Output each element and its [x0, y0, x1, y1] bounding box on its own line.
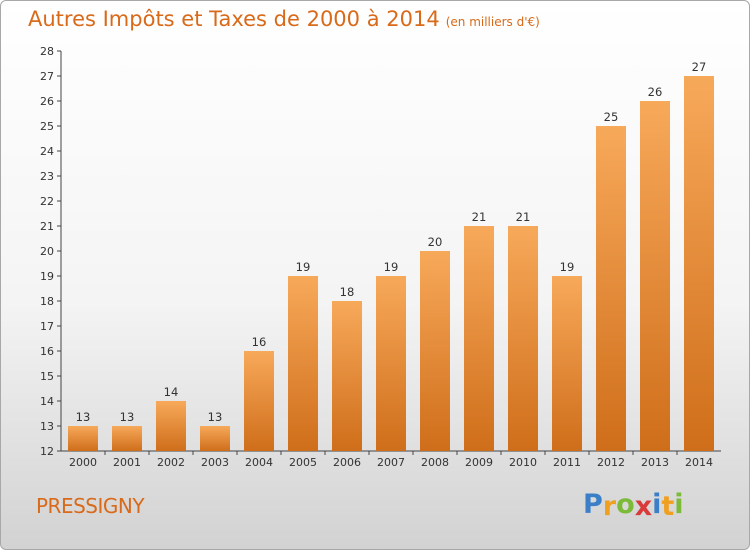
x-tick-label: 2006 — [333, 456, 361, 469]
x-tick-label: 2008 — [421, 456, 449, 469]
y-tick-label: 28 — [40, 45, 54, 58]
chart-title: Autres Impôts et Taxes de 2000 à 2014 (en… — [28, 7, 540, 31]
y-tick-label: 21 — [40, 220, 54, 233]
y-tick-label: 26 — [40, 95, 54, 108]
brand-letter: x — [634, 491, 653, 522]
x-tick-label: 2004 — [245, 456, 273, 469]
data-label: 19 — [560, 260, 575, 274]
y-tick-label: 23 — [40, 170, 54, 183]
bar — [332, 301, 362, 451]
data-label: 13 — [76, 410, 91, 424]
bar — [552, 276, 582, 451]
y-tick-label: 12 — [40, 445, 54, 458]
bar — [376, 276, 406, 451]
y-tick-label: 15 — [40, 370, 54, 383]
x-tick-label: 2013 — [641, 456, 669, 469]
data-label: 13 — [120, 410, 135, 424]
x-tick-label: 2009 — [465, 456, 493, 469]
brand-letter: P — [583, 489, 603, 520]
x-tick-label: 2010 — [509, 456, 537, 469]
bar — [464, 226, 494, 451]
y-tick-label: 19 — [40, 270, 54, 283]
y-tick-label: 25 — [40, 120, 54, 133]
brand-letter: i — [652, 489, 662, 520]
brand-letter: o — [616, 489, 635, 520]
x-tick-label: 2007 — [377, 456, 405, 469]
x-tick-label: 2005 — [289, 456, 317, 469]
data-label: 27 — [692, 60, 707, 74]
bar — [640, 101, 670, 451]
data-label: 16 — [252, 335, 267, 349]
data-label: 19 — [296, 260, 311, 274]
data-label: 13 — [208, 410, 223, 424]
y-tick-label: 16 — [40, 345, 54, 358]
x-tick-label: 2003 — [201, 456, 229, 469]
y-tick-label: 22 — [40, 195, 54, 208]
bar — [200, 426, 230, 451]
bar — [684, 76, 714, 451]
y-tick-label: 20 — [40, 245, 54, 258]
x-tick-label: 2014 — [685, 456, 713, 469]
bars — [68, 76, 714, 451]
y-tick-label: 13 — [40, 420, 54, 433]
y-tick-label: 24 — [40, 145, 54, 158]
data-label: 14 — [164, 385, 179, 399]
x-tick-label: 2002 — [157, 456, 185, 469]
brand-letter: i — [674, 489, 684, 520]
x-tick-label: 2012 — [597, 456, 625, 469]
data-label: 21 — [472, 210, 487, 224]
bar — [244, 351, 274, 451]
y-tick-label: 14 — [40, 395, 54, 408]
bar — [420, 251, 450, 451]
data-label: 21 — [516, 210, 531, 224]
bar — [68, 426, 98, 451]
bar — [288, 276, 318, 451]
y-tick-label: 18 — [40, 295, 54, 308]
data-label: 25 — [604, 110, 619, 124]
y-tick-label: 27 — [40, 70, 54, 83]
x-tick-label: 2011 — [553, 456, 581, 469]
bar — [156, 401, 186, 451]
y-tick-label: 17 — [40, 320, 54, 333]
brand-letter: t — [661, 491, 675, 522]
data-label: 18 — [340, 285, 355, 299]
bar — [508, 226, 538, 451]
town-name: PRESSIGNY — [36, 494, 145, 518]
data-label: 20 — [428, 235, 443, 249]
bar — [112, 426, 142, 451]
data-label: 19 — [384, 260, 399, 274]
chart-subtitle: (en milliers d'€) — [445, 15, 540, 29]
chart-title-text: Autres Impôts et Taxes de 2000 à 2014 — [28, 7, 440, 31]
brand-letter: r — [602, 491, 617, 522]
axes: 12 13 14 15 16 17 18 19 20 21 22 23 24 25 26 27 28 2000 20… — [40, 45, 721, 469]
brand-logo: Proxiti — [583, 489, 684, 522]
x-tick-label: 2001 — [113, 456, 141, 469]
x-tick-label: 2000 — [69, 456, 97, 469]
bar — [596, 126, 626, 451]
data-labels: 13 13 14 13 16 19 18 19 20 21 21 19 25 26 27 — [76, 60, 707, 424]
data-label: 26 — [648, 85, 663, 99]
